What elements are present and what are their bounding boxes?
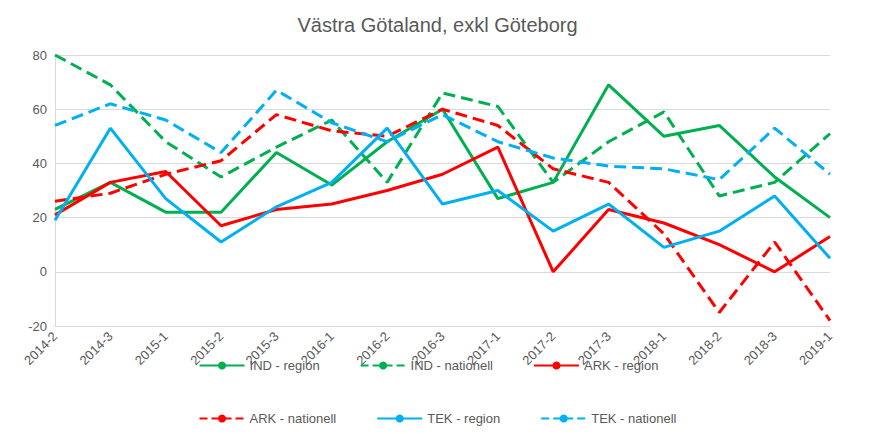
svg-text:2017-1: 2017-1 bbox=[464, 328, 504, 368]
svg-text:2015-3: 2015-3 bbox=[242, 328, 282, 368]
svg-text:IND - nationell: IND - nationell bbox=[411, 358, 493, 373]
svg-text:2018-1: 2018-1 bbox=[630, 328, 670, 368]
svg-text:2018-2: 2018-2 bbox=[685, 329, 724, 368]
svg-text:TEK - nationell: TEK - nationell bbox=[591, 411, 676, 426]
svg-text:2016-2: 2016-2 bbox=[353, 329, 392, 368]
svg-text:ARK - nationell: ARK - nationell bbox=[250, 411, 337, 426]
svg-text:TEK - region: TEK - region bbox=[427, 411, 500, 426]
svg-text:2019-1: 2019-1 bbox=[796, 329, 835, 368]
svg-text:-20: -20 bbox=[28, 319, 47, 334]
svg-text:2015-1: 2015-1 bbox=[132, 329, 171, 368]
svg-text:20: 20 bbox=[33, 210, 47, 225]
svg-text:2014-3: 2014-3 bbox=[76, 329, 115, 368]
svg-text:Västra Götaland, exkl Göteborg: Västra Götaland, exkl Göteborg bbox=[297, 14, 577, 36]
svg-text:2017-2: 2017-2 bbox=[519, 329, 558, 368]
svg-text:80: 80 bbox=[33, 48, 47, 63]
svg-text:2017-3: 2017-3 bbox=[574, 328, 614, 368]
svg-text:40: 40 bbox=[33, 156, 47, 171]
svg-text:0: 0 bbox=[40, 264, 47, 279]
svg-text:2018-3: 2018-3 bbox=[741, 329, 780, 368]
svg-text:2014-2: 2014-2 bbox=[21, 329, 60, 368]
svg-text:2016-1: 2016-1 bbox=[297, 328, 338, 368]
svg-text:2016-3: 2016-3 bbox=[408, 328, 448, 368]
svg-text:IND - region: IND - region bbox=[250, 358, 320, 373]
svg-text:2015-2: 2015-2 bbox=[187, 328, 227, 368]
svg-text:60: 60 bbox=[33, 102, 47, 117]
svg-text:ARK - region: ARK - region bbox=[584, 358, 658, 373]
